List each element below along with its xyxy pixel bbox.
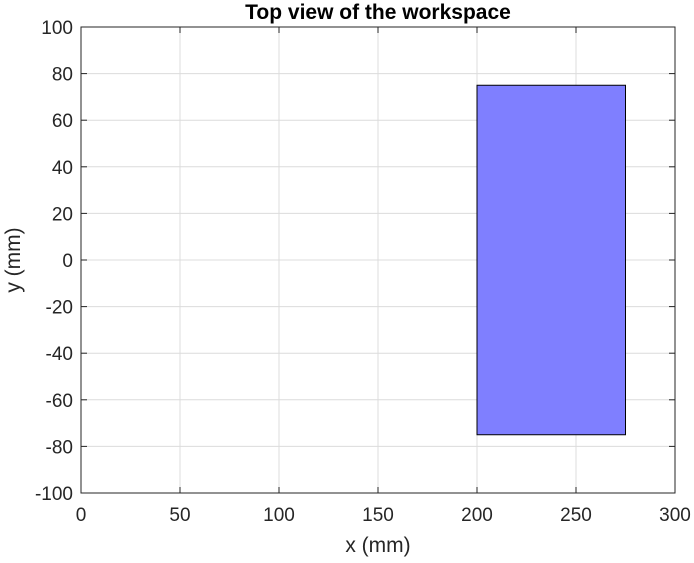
y-tick-label: -20 bbox=[46, 298, 73, 319]
y-axis-label: y (mm) bbox=[2, 227, 25, 292]
axes bbox=[80, 26, 676, 494]
shapes bbox=[476, 84, 626, 436]
y-tick-label: 60 bbox=[52, 111, 73, 132]
x-tick-label: 300 bbox=[659, 505, 691, 526]
y-tick-label: -80 bbox=[46, 437, 73, 458]
y-tick-label: 80 bbox=[52, 65, 73, 86]
x-tick-label: 0 bbox=[76, 505, 87, 526]
y-tick-label: 0 bbox=[62, 251, 73, 272]
chart-title: Top view of the workspace bbox=[245, 1, 511, 24]
y-tick-label: -40 bbox=[46, 344, 73, 365]
x-tick-label: 50 bbox=[169, 505, 190, 526]
tick-labels: 0 50 100 150 200 250 300 -100 -80 -60 -40 -20 0 20 40 6… bbox=[35, 18, 691, 526]
workspace-rectangle bbox=[476, 84, 626, 436]
x-tick-label: 150 bbox=[362, 505, 394, 526]
y-tick-label: 20 bbox=[52, 204, 73, 225]
y-tick-label: 100 bbox=[41, 18, 73, 39]
x-axis-label: x (mm) bbox=[345, 534, 410, 557]
x-tick-label: 200 bbox=[461, 505, 493, 526]
y-tick-label: -60 bbox=[46, 391, 73, 412]
y-tick-label: 40 bbox=[52, 158, 73, 179]
y-tick-label: -100 bbox=[35, 484, 73, 505]
x-tick-label: 250 bbox=[560, 505, 592, 526]
x-tick-label: 100 bbox=[263, 505, 295, 526]
